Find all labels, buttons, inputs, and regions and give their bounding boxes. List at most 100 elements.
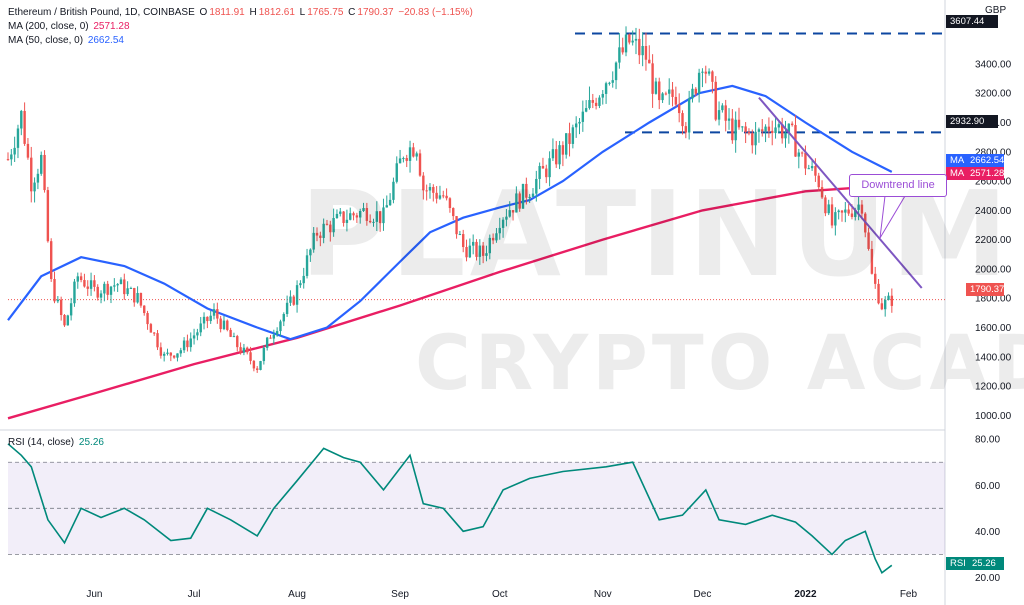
candle-body — [119, 279, 123, 285]
downtrend-line — [758, 96, 923, 289]
candle-body — [681, 113, 684, 127]
candle-body — [199, 323, 202, 333]
price-tick-label: 1000.00 — [975, 411, 1012, 422]
candle-body — [797, 152, 801, 157]
candle-body — [143, 305, 146, 314]
legend-ma50-value: 2662.54 — [87, 35, 124, 46]
price-tick-label: 3200.00 — [975, 89, 1012, 100]
candle-body — [239, 347, 242, 353]
candle-body — [668, 89, 671, 94]
tag-ma200-label: MA — [946, 167, 966, 180]
legend-rsi-value: 25.26 — [78, 437, 104, 448]
candle-body — [481, 245, 485, 256]
candle-body — [874, 273, 877, 284]
legend-rsi: RSI (14, close) 25.26 — [8, 437, 106, 448]
candle-body — [687, 98, 691, 133]
candle-body — [634, 38, 638, 41]
candle-body — [139, 292, 143, 306]
candle-body — [727, 118, 731, 121]
x-tick-label: Jun — [86, 589, 102, 600]
candle-body — [302, 275, 305, 284]
legend-l-value: 1765.75 — [307, 7, 344, 18]
candle-body — [594, 102, 598, 106]
candle-body — [631, 40, 634, 43]
candle-body — [717, 110, 721, 120]
tag-resistance-mid: 2932.90 — [946, 115, 998, 128]
candle-body — [721, 105, 724, 111]
candle-body — [551, 149, 555, 159]
price-tick-label: 1400.00 — [975, 352, 1012, 363]
candle-body — [641, 46, 644, 56]
downtrend-annotation: Downtrend line — [849, 174, 947, 197]
candle-body — [428, 187, 432, 191]
candle-body — [388, 199, 392, 206]
candle-body — [834, 212, 837, 226]
candle-body — [368, 220, 372, 223]
candle-body — [196, 332, 199, 336]
candle-body — [754, 131, 757, 146]
candle-body — [182, 340, 186, 351]
candle-body — [545, 168, 548, 178]
candle-body — [694, 88, 697, 94]
candle-body — [621, 47, 624, 53]
candle-body — [498, 227, 501, 234]
candle-body — [535, 178, 538, 194]
candle-body — [289, 296, 292, 303]
candle-body — [23, 110, 26, 144]
candle-body — [807, 168, 810, 170]
candle-body — [817, 175, 820, 188]
candle-body — [83, 280, 86, 287]
candle-body — [66, 315, 70, 326]
candle-body — [242, 347, 246, 353]
candle-body — [166, 352, 169, 354]
candle-body — [611, 80, 614, 83]
tag-ma50-label: MA — [946, 154, 966, 167]
candle-body — [565, 133, 568, 155]
candle-body — [73, 281, 76, 304]
candle-body — [262, 347, 266, 362]
x-tick-label: Feb — [900, 589, 918, 600]
candle-body — [422, 175, 425, 191]
candle-body — [618, 47, 621, 63]
legend-h-value: 1812.61 — [258, 7, 295, 18]
candle-body — [887, 295, 890, 300]
candle-body — [362, 208, 365, 211]
candle-body — [558, 145, 561, 165]
candle-body — [425, 190, 428, 192]
x-tick-label: Aug — [288, 589, 306, 600]
candle-body — [604, 83, 608, 94]
candle-body — [651, 63, 654, 94]
legend-c-label: C — [348, 7, 356, 18]
price-tick-label: 1200.00 — [975, 382, 1012, 393]
legend-ma50-label: MA (50, close, 0) — [8, 35, 84, 46]
candle-body — [315, 232, 319, 236]
candle-body — [830, 204, 834, 226]
x-tick-label: Jul — [188, 589, 201, 600]
candle-body — [780, 124, 784, 139]
candle-body — [501, 219, 505, 228]
candle-body — [355, 215, 359, 218]
candle-body — [824, 197, 827, 214]
candle-body — [867, 232, 870, 249]
candle-body — [202, 316, 206, 324]
candle-body — [648, 59, 651, 64]
tag-rsi-label: RSI — [946, 557, 968, 570]
candle-body — [349, 213, 352, 220]
candle-body — [614, 62, 618, 81]
watermark-line2: CRYPTO ACADEMY — [415, 318, 1024, 407]
candle-body — [86, 286, 89, 289]
candle-body — [777, 124, 781, 128]
candle-body — [761, 129, 764, 132]
annotation-pointer — [879, 195, 906, 239]
candle-body — [40, 154, 43, 174]
x-tick-label: 2022 — [794, 589, 817, 600]
candle-body — [521, 183, 525, 209]
candle-body — [588, 100, 591, 109]
candle-body — [136, 292, 139, 303]
tag-last-price: 1790.37 — [966, 283, 1004, 296]
legend-ma200: MA (200, close, 0) 2571.28 — [8, 21, 132, 32]
candle-body — [538, 166, 541, 179]
candle-body — [731, 118, 734, 141]
candle-body — [820, 187, 824, 198]
candle-body — [109, 286, 113, 295]
